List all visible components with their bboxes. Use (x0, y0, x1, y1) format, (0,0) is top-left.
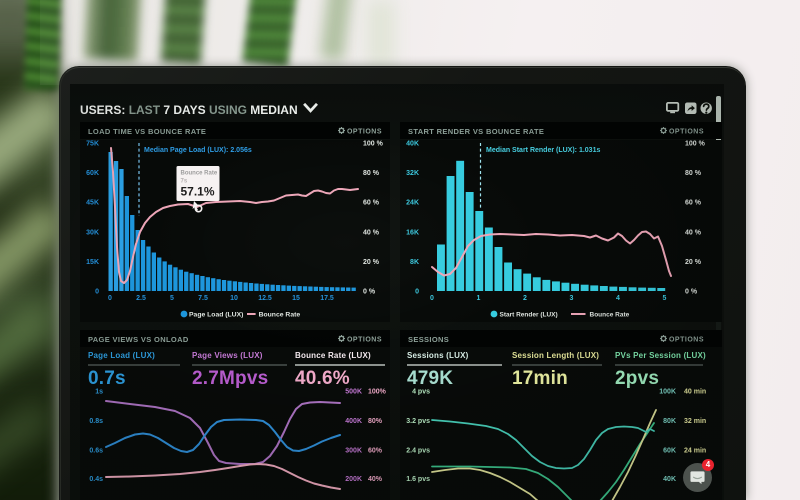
svg-text:0: 0 (108, 295, 112, 302)
svg-text:75K: 75K (86, 141, 99, 148)
svg-text:100K: 100K (659, 389, 676, 396)
svg-text:5: 5 (663, 295, 667, 302)
svg-text:57.1%: 57.1% (181, 185, 215, 199)
svg-text:2.5: 2.5 (136, 295, 146, 302)
svg-text:60 %: 60 % (685, 200, 702, 207)
svg-text:40 %: 40 % (685, 229, 702, 236)
svg-text:1s: 1s (95, 389, 103, 396)
svg-text:0: 0 (415, 289, 419, 296)
svg-text:7s: 7s (181, 179, 188, 185)
svg-text:1.6 pvs: 1.6 pvs (406, 476, 430, 483)
svg-text:24 min: 24 min (684, 448, 706, 455)
svg-text:0.4s: 0.4s (89, 476, 103, 483)
svg-text:2.4 pvs: 2.4 pvs (406, 448, 430, 455)
svg-text:8K: 8K (410, 259, 419, 266)
svg-text:0 %: 0 % (685, 289, 698, 296)
svg-text:45K: 45K (86, 200, 99, 207)
svg-text:80 %: 80 % (685, 170, 702, 177)
svg-text:3.2 pvs: 3.2 pvs (406, 418, 430, 425)
svg-text:16K: 16K (406, 229, 419, 236)
svg-text:32 min: 32 min (684, 418, 706, 425)
svg-text:300K: 300K (345, 448, 362, 455)
svg-text:1: 1 (477, 295, 481, 302)
svg-text:5: 5 (170, 295, 174, 302)
svg-text:0: 0 (430, 295, 434, 302)
svg-text:4 pvs: 4 pvs (412, 389, 430, 396)
svg-text:0.8s: 0.8s (89, 418, 103, 425)
svg-text:0.6s: 0.6s (89, 448, 103, 455)
svg-text:60K: 60K (86, 170, 99, 177)
svg-text:0 %: 0 % (363, 289, 376, 296)
svg-text:20 %: 20 % (363, 259, 380, 266)
svg-text:40%: 40% (368, 476, 383, 483)
svg-text:Page Load (LUX): Page Load (LUX) (189, 312, 243, 319)
svg-text:7.5: 7.5 (198, 295, 208, 302)
svg-text:Median Page Load (LUX): 2.056s: Median Page Load (LUX): 2.056s (144, 147, 252, 154)
svg-text:Median Start Render (LUX): 1.0: Median Start Render (LUX): 1.031s (486, 147, 600, 154)
svg-text:Start Render (LUX): Start Render (LUX) (500, 312, 558, 319)
svg-text:100 %: 100 % (363, 141, 384, 148)
svg-text:500K: 500K (345, 389, 362, 396)
svg-text:60%: 60% (368, 448, 383, 455)
svg-text:17.5: 17.5 (320, 295, 334, 302)
svg-text:80%: 80% (368, 418, 383, 425)
svg-text:60 %: 60 % (363, 200, 380, 207)
svg-text:30K: 30K (86, 229, 99, 236)
svg-text:0: 0 (95, 289, 99, 296)
svg-text:40K: 40K (406, 141, 419, 148)
svg-text:400K: 400K (345, 418, 362, 425)
svg-text:100%: 100% (368, 389, 387, 396)
svg-text:Bounce Rate: Bounce Rate (259, 312, 301, 319)
svg-text:15: 15 (292, 295, 300, 302)
svg-text:100 %: 100 % (685, 141, 706, 148)
svg-text:24K: 24K (406, 200, 419, 207)
svg-text:80K: 80K (663, 418, 676, 425)
svg-text:80 %: 80 % (363, 170, 380, 177)
svg-text:20 %: 20 % (685, 259, 702, 266)
svg-text:40 min: 40 min (684, 389, 706, 396)
svg-text:2: 2 (523, 295, 527, 302)
svg-text:12.5: 12.5 (258, 295, 272, 302)
svg-text:4: 4 (616, 295, 620, 302)
svg-text:15K: 15K (86, 259, 99, 266)
svg-text:60K: 60K (663, 448, 676, 455)
svg-text:200K: 200K (345, 476, 362, 483)
svg-text:10: 10 (230, 295, 238, 302)
svg-text:40 %: 40 % (363, 229, 380, 236)
svg-text:32K: 32K (406, 170, 419, 177)
svg-text:40K: 40K (663, 476, 676, 483)
svg-text:Bounce Rate: Bounce Rate (590, 312, 630, 319)
svg-text:Bounce Rate: Bounce Rate (181, 171, 218, 177)
svg-text:3: 3 (570, 295, 574, 302)
